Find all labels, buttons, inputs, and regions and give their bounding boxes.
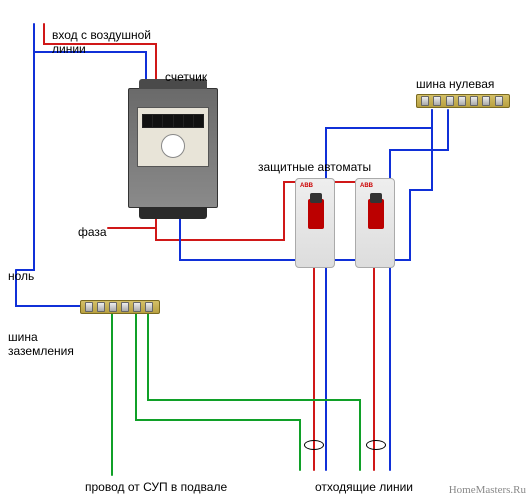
neutral-busbar [416,94,510,108]
label-phase: фаза [78,225,107,239]
load-ellipse-2 [366,440,386,450]
label-null: ноль [8,269,34,283]
label-outgoing: отходящие линии [315,480,413,494]
circuit-breaker-2: ABB [355,178,395,268]
watermark: HomeMasters.Ru [449,484,526,496]
label-neutral-bus: шина нулевая [416,77,494,91]
ground-busbar [80,300,160,314]
label-breakers: защитные автоматы [258,160,371,174]
load-ellipse-1 [304,440,324,450]
circuit-breaker-1: ABB [295,178,335,268]
label-meter: счетчик [165,70,207,84]
label-ground-bus: шина заземления [8,330,74,359]
wiring-layer [0,0,532,500]
label-sup: провод от СУП в подвале [85,480,227,494]
electric-meter [128,88,218,208]
diagram-canvas: ABB ABB вход с воздушной линии счетчик ш… [0,0,532,500]
label-incoming: вход с воздушной линии [52,28,151,57]
